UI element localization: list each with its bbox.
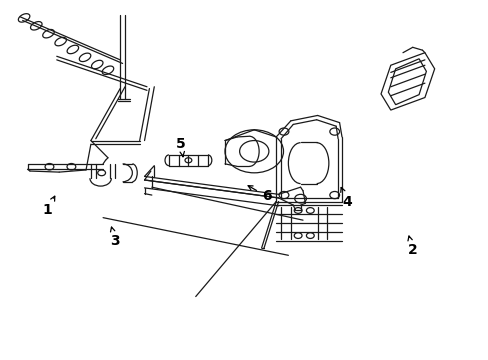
Text: 3: 3 <box>110 227 120 248</box>
Text: 5: 5 <box>176 137 185 157</box>
Text: 1: 1 <box>42 196 55 217</box>
Text: 4: 4 <box>340 188 351 208</box>
Text: 2: 2 <box>407 236 417 257</box>
Text: 6: 6 <box>247 186 271 203</box>
